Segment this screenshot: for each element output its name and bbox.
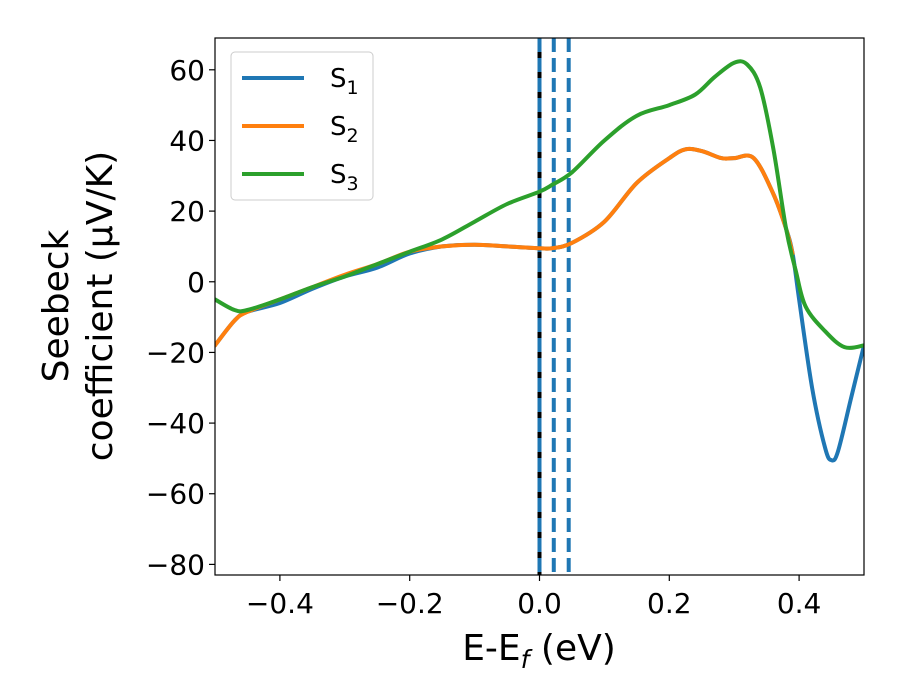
series-line-s3 — [215, 59, 864, 350]
x-tick-label: −0.4 — [246, 587, 314, 620]
y-tick-label: 20 — [169, 195, 205, 228]
y-axis-label: Seebeck coefficient (μV/K) — [36, 151, 121, 461]
legend-label-s1: S1 — [330, 64, 359, 99]
reference-lines — [537, 38, 571, 575]
y-tick-label: −60 — [146, 478, 205, 511]
y-tick-label: −20 — [146, 336, 205, 369]
legend-label-s3: S3 — [330, 160, 359, 195]
y-axis-label-line2: coefficient (μV/K) — [80, 151, 121, 461]
series-lines — [215, 59, 864, 463]
x-tick-label: 0.0 — [517, 587, 562, 620]
x-tick-label: 0.4 — [777, 587, 822, 620]
y-tick-label: −80 — [146, 548, 205, 581]
x-tick-label: −0.2 — [376, 587, 444, 620]
x-tick-label: 0.2 — [647, 587, 692, 620]
x-axis-label: E-Ef (eV) — [462, 628, 616, 674]
y-tick-label: 0 — [187, 266, 205, 299]
x-axis-ticks: −0.4 −0.2 0.0 0.2 0.4 — [246, 575, 821, 620]
y-tick-label: 40 — [169, 124, 205, 157]
legend: S1 S2 S3 — [230, 51, 374, 201]
y-axis-label-line1: Seebeck — [36, 229, 77, 382]
legend-label-s2: S2 — [330, 112, 359, 147]
y-tick-label: 60 — [169, 54, 205, 87]
y-axis-ticks: −80 −60 −40 −20 0 20 40 60 — [146, 54, 215, 581]
y-tick-label: −40 — [146, 407, 205, 440]
